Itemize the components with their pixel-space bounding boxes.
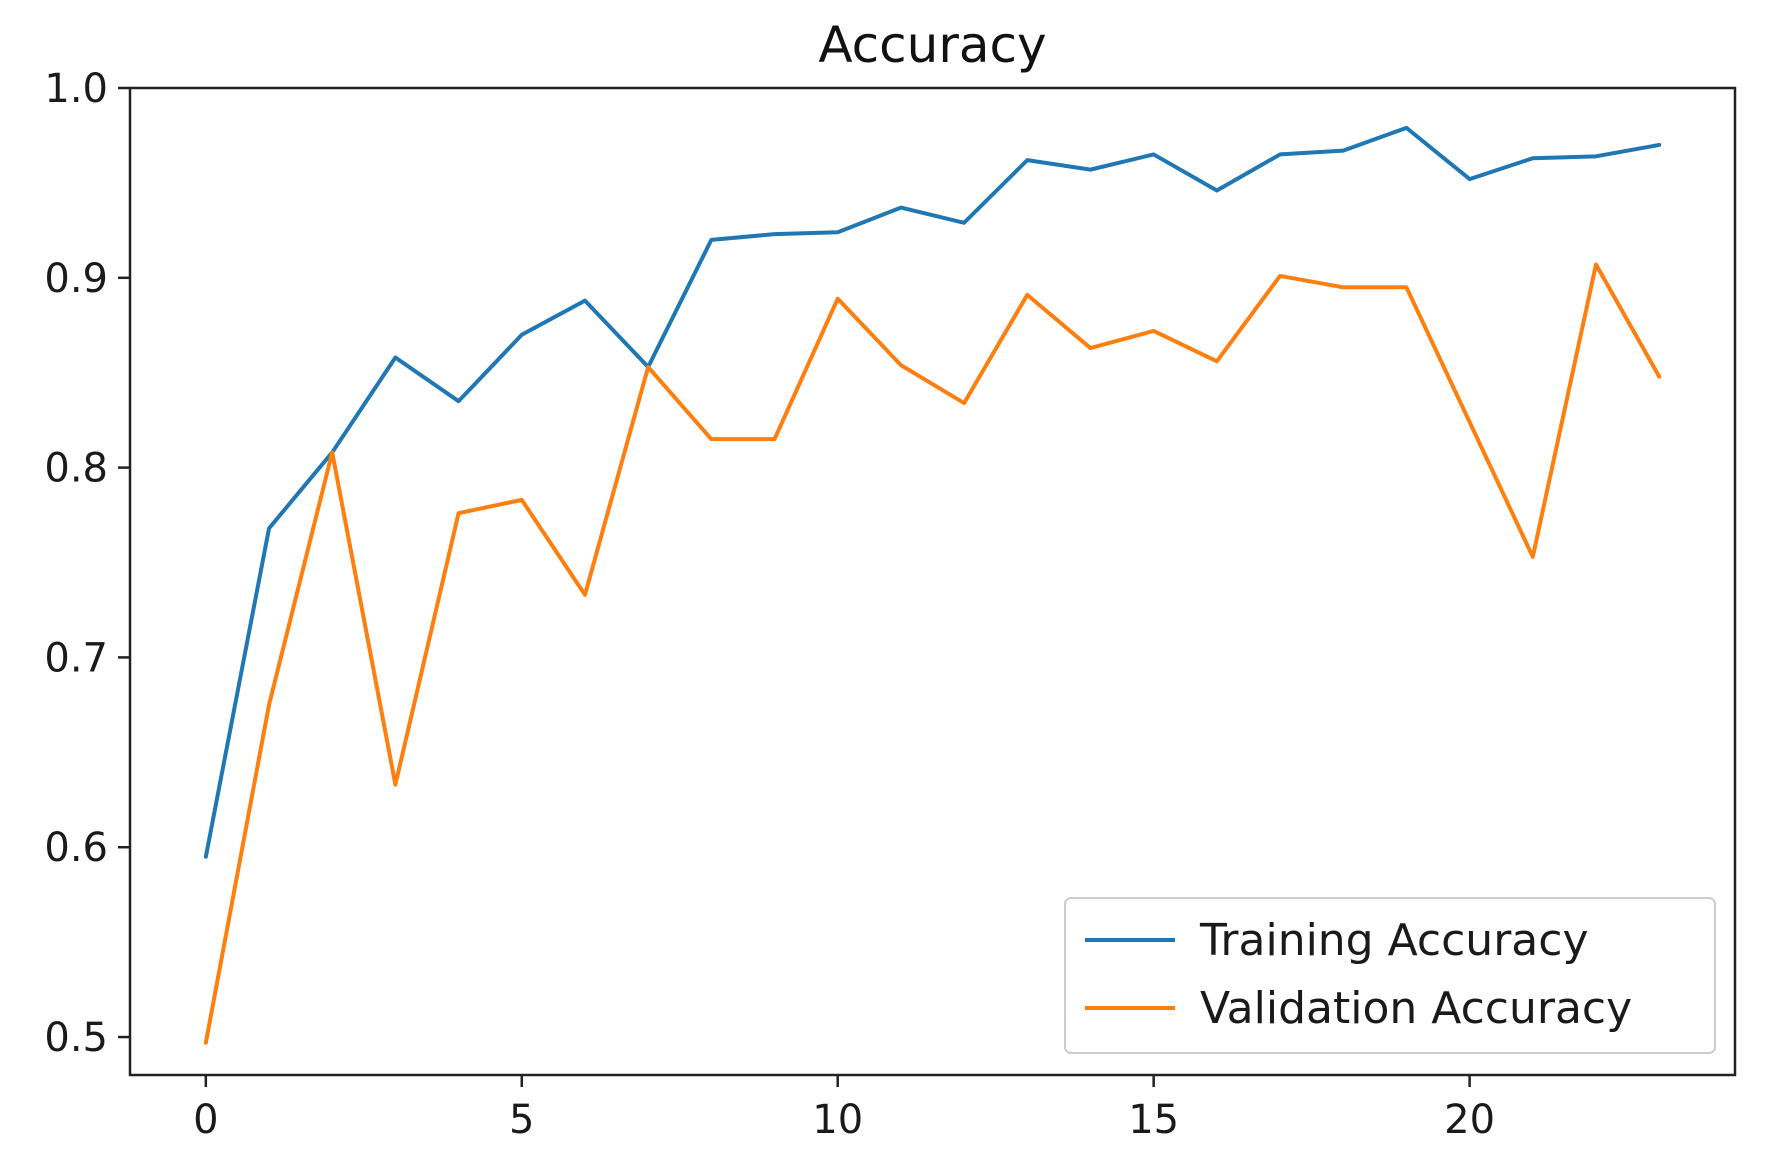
series-line-training [203,125,1662,859]
y-tick-label: 0.5 [44,1015,108,1061]
x-tick-label: 15 [1128,1097,1179,1143]
x-tick-label: 20 [1444,1097,1495,1143]
legend: Training Accuracy Validation Accuracy [1064,897,1716,1054]
series-group [203,125,1662,1045]
axes-group: 0 5 10 15 20 0.5 0.6 0.7 0.8 0.9 1.0 [44,66,1737,1143]
y-tick-label: 0.6 [44,825,108,871]
x-tick-label: 10 [812,1097,863,1143]
y-tick-label: 1.0 [44,66,108,112]
y-tick-label: 0.9 [44,256,108,302]
series-line-validation [203,262,1662,1045]
legend-box [1064,897,1716,1054]
legend-label: Training Accuracy [1199,915,1588,966]
x-tick-label: 5 [509,1097,534,1143]
y-tick-label: 0.8 [44,446,108,492]
y-tick-label: 0.7 [44,635,108,681]
chart-title: Accuracy [818,16,1046,74]
legend-label: Validation Accuracy [1200,983,1632,1034]
plot-frame [128,86,1737,1077]
x-tick-label: 0 [193,1097,218,1143]
